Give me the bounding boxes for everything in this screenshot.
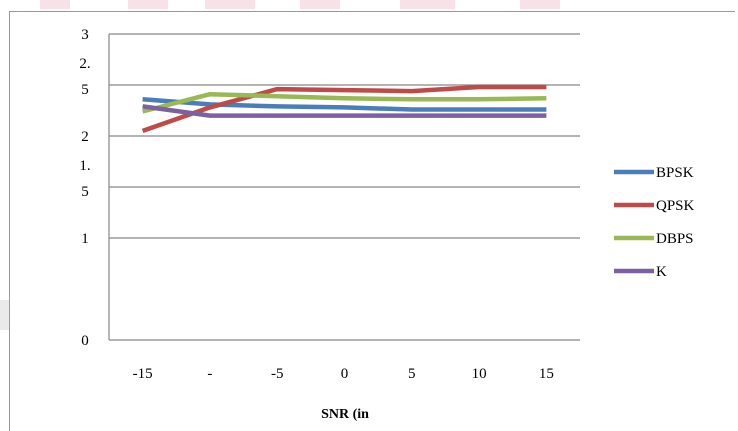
x-tick-label: 0 xyxy=(341,366,349,382)
y-tick-label: 3 xyxy=(81,27,89,43)
legend-label-qpsk: QPSK xyxy=(656,198,695,214)
legend-label-k: K xyxy=(656,264,667,280)
series-line-qpsk xyxy=(141,84,547,134)
scan-artifact xyxy=(128,0,168,9)
series-line-k xyxy=(142,104,547,118)
x-tick-label: - xyxy=(207,366,212,382)
scan-artifact xyxy=(0,300,9,330)
x-tick-label: -15 xyxy=(133,366,153,382)
y-tick-label-line: 2. xyxy=(79,56,90,72)
scan-artifact xyxy=(520,0,560,9)
gridlines xyxy=(108,33,580,341)
x-axis-label: SNR (in xyxy=(321,407,369,422)
legend-label-bpsk: BPSK xyxy=(656,165,694,181)
y-tick-label: 0 xyxy=(81,333,89,349)
legend: BPSK QPSK DBPS K xyxy=(614,165,695,280)
x-tick-label: 10 xyxy=(472,366,487,382)
y-tick-label-line: 5 xyxy=(81,82,89,98)
chart-frame xyxy=(9,11,735,431)
y-tick-label-line: 5 xyxy=(81,184,89,200)
series-line-dbps xyxy=(142,91,547,114)
x-axis-tick-labels: -15 - -5 0 5 10 15 xyxy=(133,366,554,382)
x-tick-label: 5 xyxy=(408,366,416,382)
x-tick-label: -5 xyxy=(271,366,284,382)
y-tick-label-line: 1. xyxy=(79,158,90,174)
y-tick-label: 1 xyxy=(81,231,89,247)
scan-artifact xyxy=(400,0,455,9)
y-tick-label: 2. 5 xyxy=(79,56,90,98)
series-lines xyxy=(141,84,547,134)
legend-label-dbps: DBPS xyxy=(656,231,694,247)
scan-artifact xyxy=(205,0,255,9)
scan-artifact xyxy=(40,0,70,9)
scan-artifact xyxy=(300,0,340,9)
series-line-bpsk xyxy=(142,97,547,112)
x-tick-label: 15 xyxy=(539,366,554,382)
y-tick-label: 1. 5 xyxy=(79,158,90,200)
y-axis-tick-labels: 011. 522. 53 xyxy=(79,27,90,349)
y-tick-label: 2 xyxy=(81,129,89,145)
